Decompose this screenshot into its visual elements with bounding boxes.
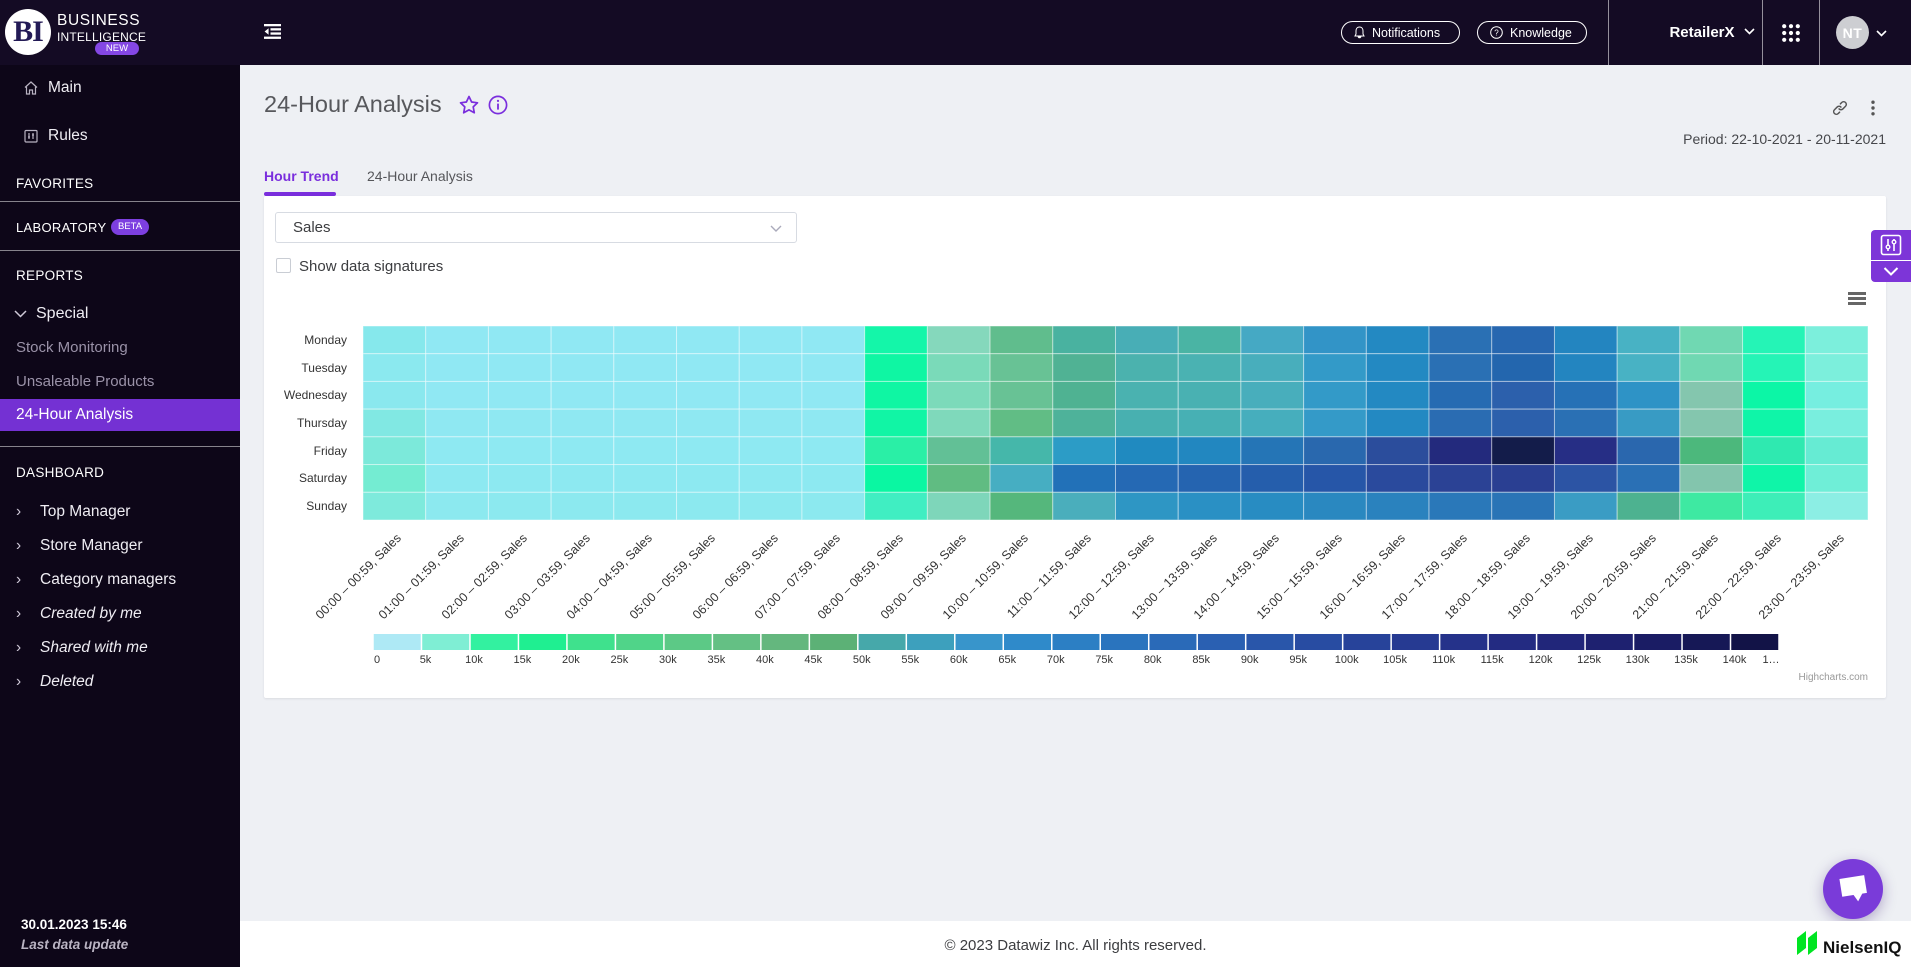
svg-text:?: ? bbox=[1494, 28, 1499, 37]
svg-text:NielsenIQ: NielsenIQ bbox=[1823, 938, 1901, 957]
